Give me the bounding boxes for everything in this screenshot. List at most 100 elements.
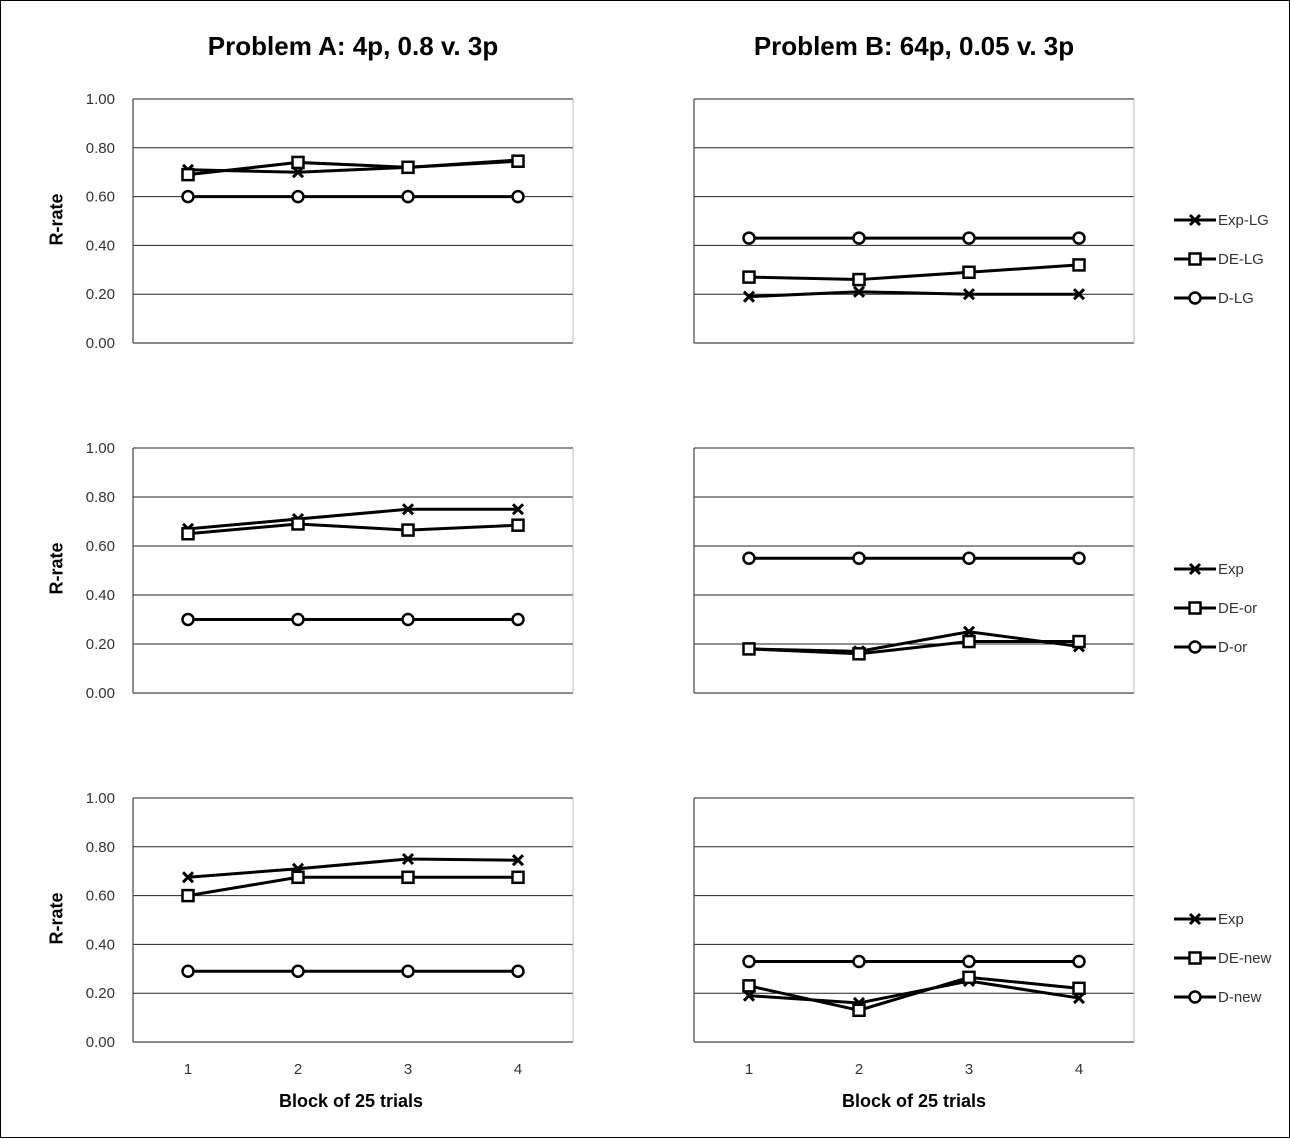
panel-3-y-tick-label: 1.00 bbox=[86, 440, 115, 457]
panel-6-x-tick-label: 4 bbox=[1075, 1061, 1083, 1078]
panel-5-y-tick-label: 0.00 bbox=[86, 1034, 115, 1051]
panel-1-y-tick-label: 0.20 bbox=[86, 286, 115, 303]
panel-3-point-DE-or bbox=[401, 523, 415, 537]
panel-5-x-tick-label: 4 bbox=[514, 1061, 522, 1078]
panel-5-x-tick-label: 3 bbox=[404, 1061, 412, 1078]
panel-2-legend-marker-DE-LG bbox=[1188, 252, 1202, 266]
panel-5-point-D-new bbox=[181, 964, 195, 978]
panel-2-point-D-LG bbox=[852, 231, 866, 245]
panel-3-series-line-DE-or bbox=[187, 522, 519, 536]
panel-2-series-line-DE-LG bbox=[748, 263, 1080, 282]
y-axis-label-row-3: R-rate bbox=[46, 892, 67, 945]
panel-3-point-Exp bbox=[401, 503, 415, 516]
panel-4-legend-label-D-or: D-or bbox=[1218, 639, 1247, 656]
panel-2-legend-label-DE-LG: DE-LG bbox=[1218, 251, 1264, 268]
panel-4-point-D-or bbox=[742, 551, 756, 565]
panel-5-point-DE-new bbox=[401, 870, 415, 885]
panel-6-x-tick-label: 1 bbox=[745, 1061, 753, 1078]
panel-3-point-D-or bbox=[401, 612, 415, 627]
panel-5-point-Exp bbox=[511, 854, 525, 867]
panel-4-legend-label-Exp: Exp bbox=[1218, 561, 1244, 578]
column-title-problem-b: Problem B: 64p, 0.05 v. 3p bbox=[753, 31, 1075, 61]
panel-2-point-DE-LG bbox=[742, 270, 756, 284]
panel-1-point-DE-LG bbox=[511, 154, 525, 168]
panel-3-point-D-or bbox=[511, 612, 525, 627]
panel-4-series-line-DE-or bbox=[748, 640, 1079, 656]
panel-3-point-DE-or bbox=[511, 518, 525, 532]
panel-4-point-DE-or bbox=[852, 647, 866, 661]
panel-1-y-tick-label: 0.60 bbox=[86, 189, 115, 206]
panel-2-legend-label-D-LG: D-LG bbox=[1218, 290, 1254, 307]
panel-3-y-tick-label: 0.60 bbox=[86, 538, 115, 555]
panel-5-series-line-DE-new bbox=[187, 875, 518, 898]
panel-3-y-tick-label: 0.00 bbox=[86, 685, 115, 702]
x-axis-label-problem-b: Block of 25 trials bbox=[841, 1091, 987, 1111]
panel-3-y-tick-label: 0.20 bbox=[86, 636, 115, 653]
panel-4-point-DE-or bbox=[742, 642, 756, 656]
panel-5-y-tick-label: 0.80 bbox=[86, 839, 115, 856]
panel-2-legend-label-Exp-LG: Exp-LG bbox=[1218, 212, 1269, 229]
panel-5-x-tick-label: 2 bbox=[294, 1061, 302, 1078]
column-title-problem-a: Problem A: 4p, 0.8 v. 3p bbox=[207, 31, 499, 61]
panel-2-point-D-LG bbox=[1072, 231, 1086, 245]
panel-4-point-D-or bbox=[962, 551, 976, 565]
panel-3-y-tick-label: 0.40 bbox=[86, 587, 115, 604]
panel-6-point-D-new bbox=[1072, 954, 1086, 969]
panel-5-point-D-new bbox=[401, 964, 415, 978]
panel-6-x-tick-label: 2 bbox=[855, 1061, 863, 1078]
panel-1-point-D-LG bbox=[291, 189, 305, 204]
panel-3-point-DE-or bbox=[181, 527, 195, 541]
panel-5-series-line-Exp bbox=[187, 857, 519, 879]
panel-5-y-tick-label: 0.20 bbox=[86, 985, 115, 1002]
panel-1-y-tick-label: 1.00 bbox=[86, 91, 115, 108]
panel-5-point-D-new bbox=[291, 964, 305, 978]
x-axis-label-problem-a: Block of 25 trials bbox=[278, 1091, 424, 1111]
panel-1-point-DE-LG bbox=[291, 155, 305, 170]
panel-3-series-line-Exp bbox=[187, 507, 518, 531]
panel-6-point-DE-new bbox=[852, 1003, 866, 1018]
panel-4-legend-marker-Exp bbox=[1188, 562, 1202, 576]
panel-1-point-D-LG bbox=[181, 189, 195, 204]
panel-6-point-DE-new bbox=[742, 979, 756, 993]
panel-2-point-Exp-LG bbox=[742, 290, 756, 303]
panel-2-point-D-LG bbox=[962, 231, 976, 245]
panel-5-point-D-new bbox=[511, 964, 525, 978]
panel-2-legend-marker-Exp-LG bbox=[1188, 213, 1202, 227]
panel-2-point-DE-LG bbox=[852, 272, 866, 287]
panel-1-y-tick-label: 0.80 bbox=[86, 140, 115, 157]
panel-1-point-DE-LG bbox=[181, 167, 195, 182]
panel-5-x-tick-label: 1 bbox=[184, 1061, 192, 1078]
panel-6-legend-label-Exp: Exp bbox=[1218, 911, 1244, 928]
panel-6-point-DE-new bbox=[962, 970, 976, 985]
panel-2-point-Exp-LG bbox=[1072, 288, 1086, 301]
panel-4-legend-marker-D-or bbox=[1188, 640, 1202, 654]
panel-6-point-D-new bbox=[742, 954, 756, 969]
panel-3-point-Exp bbox=[511, 503, 525, 516]
panel-4-point-DE-or bbox=[962, 634, 976, 649]
panel-3-point-DE-or bbox=[291, 517, 305, 531]
panel-5-point-Exp bbox=[401, 852, 415, 866]
panel-3-y-tick-label: 0.80 bbox=[86, 489, 115, 506]
panel-6-point-D-new bbox=[962, 954, 976, 969]
panel-1-y-tick-label: 0.40 bbox=[86, 237, 115, 254]
panel-4-legend-label-DE-or: DE-or bbox=[1218, 600, 1257, 617]
panel-1-point-D-LG bbox=[511, 189, 525, 204]
panel-5-point-DE-new bbox=[511, 870, 525, 885]
panel-4-point-D-or bbox=[852, 551, 866, 565]
panel-2-legend-marker-D-LG bbox=[1188, 291, 1202, 305]
panel-1-point-D-LG bbox=[401, 189, 415, 204]
panel-3-point-D-or bbox=[291, 612, 305, 627]
panel-6-point-D-new bbox=[852, 954, 866, 969]
panel-2-point-D-LG bbox=[742, 231, 756, 245]
y-axis-label-row-2: R-rate bbox=[46, 542, 67, 595]
panel-5-point-DE-new bbox=[291, 870, 305, 885]
panel-5-point-DE-new bbox=[181, 888, 195, 903]
panel-5-y-tick-label: 0.60 bbox=[86, 888, 115, 905]
panel-2-point-DE-LG bbox=[962, 265, 976, 279]
panel-4-point-D-or bbox=[1072, 551, 1086, 565]
panel-1-point-DE-LG bbox=[401, 160, 415, 175]
panel-5-y-tick-label: 1.00 bbox=[86, 790, 115, 807]
panel-2-point-DE-LG bbox=[1072, 258, 1086, 272]
